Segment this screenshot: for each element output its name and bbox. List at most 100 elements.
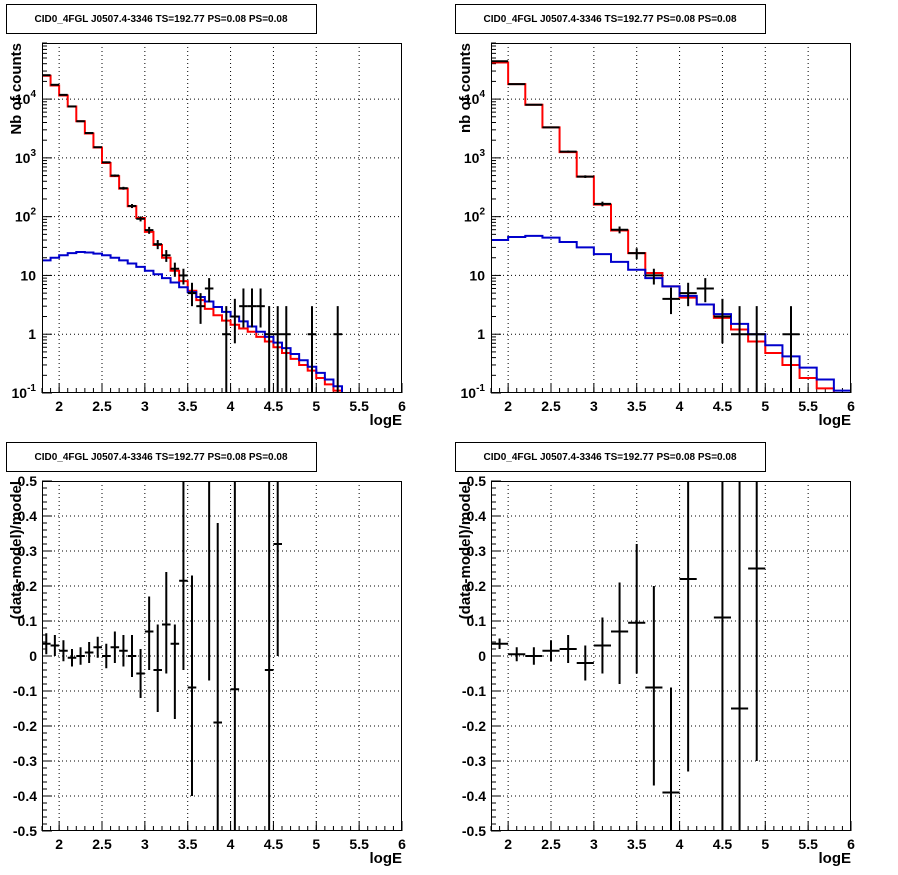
x-tick-label: 5.5 bbox=[349, 398, 369, 414]
data-point bbox=[102, 643, 111, 669]
y-tick-label: 0.2 bbox=[18, 578, 38, 594]
x-tick-label: 4.5 bbox=[713, 836, 733, 852]
data-point bbox=[67, 105, 77, 108]
data-point bbox=[731, 481, 749, 831]
chart-title: CID0_4FGL J0507.4-3346 TS=192.77 PS=0.08… bbox=[34, 14, 287, 25]
y-tick-label: 0.4 bbox=[18, 508, 38, 524]
data-point bbox=[576, 175, 594, 178]
y-tick-label: 1 bbox=[28, 326, 36, 342]
data-point bbox=[679, 481, 697, 772]
x-axis-label: logE bbox=[819, 850, 852, 867]
plot-frame bbox=[491, 43, 851, 393]
data-point bbox=[50, 635, 60, 656]
y-tick-label: 0.3 bbox=[467, 543, 487, 559]
component-histogram-blue bbox=[491, 234, 851, 392]
x-tick-label: 2.5 bbox=[92, 398, 112, 414]
chart-title: CID0_4FGL J0507.4-3346 TS=192.77 PS=0.08… bbox=[483, 452, 736, 463]
y-tick-label: 10 bbox=[469, 267, 485, 283]
y-tick-label: 102 bbox=[464, 207, 486, 225]
y-axis-label: nb of counts bbox=[457, 43, 474, 133]
y-tick-label: 0.4 bbox=[467, 508, 487, 524]
data-point bbox=[93, 636, 102, 658]
y-tick-label: 103 bbox=[464, 148, 486, 166]
y-tick-label: 0.2 bbox=[467, 578, 487, 594]
data-point bbox=[748, 481, 766, 761]
x-tick-label: 2 bbox=[55, 836, 63, 852]
y-tick-label: 0 bbox=[29, 648, 37, 664]
chart-svg: CID0_4FGL J0507.4-3346 TS=192.77 PS=0.08… bbox=[6, 4, 406, 429]
y-tick-label: -0.2 bbox=[13, 718, 37, 734]
x-tick-label: 2.5 bbox=[541, 398, 561, 414]
title-frame bbox=[455, 4, 766, 34]
data-point bbox=[127, 635, 137, 677]
data-point bbox=[696, 278, 714, 303]
data-point bbox=[50, 83, 60, 86]
data-point bbox=[713, 481, 731, 831]
x-tick-label: 3 bbox=[590, 398, 598, 414]
data-point bbox=[662, 287, 680, 315]
data-point bbox=[59, 640, 68, 662]
data-point bbox=[110, 174, 120, 177]
chart-title-box: CID0_4FGL J0507.4-3346 TS=192.77 PS=0.08… bbox=[455, 442, 766, 472]
model-histogram-red bbox=[491, 61, 851, 393]
data-layer bbox=[491, 60, 851, 393]
x-tick-label: 3 bbox=[590, 836, 598, 852]
chart-title: CID0_4FGL J0507.4-3346 TS=192.77 PS=0.08… bbox=[483, 14, 736, 25]
title-frame bbox=[455, 442, 766, 472]
y-tick-label: 0.5 bbox=[18, 473, 38, 489]
data-point bbox=[144, 596, 154, 670]
grid bbox=[42, 43, 402, 393]
data-point bbox=[239, 288, 248, 328]
grid bbox=[491, 43, 851, 393]
panel-top-left: CID0_4FGL J0507.4-3346 TS=192.77 PS=0.08… bbox=[0, 0, 449, 437]
plot-frame bbox=[42, 481, 402, 831]
x-axis-label: logE bbox=[370, 412, 403, 429]
data-point bbox=[102, 161, 111, 164]
x-tick-label: 2 bbox=[504, 398, 512, 414]
data-point bbox=[576, 645, 594, 681]
data-point bbox=[230, 481, 240, 831]
data-point bbox=[144, 226, 154, 234]
x-tick-label: 4 bbox=[676, 836, 684, 852]
y-axis-label: Nb of counts bbox=[8, 43, 25, 135]
x-tick-label: 3 bbox=[141, 398, 149, 414]
data-point bbox=[196, 293, 205, 324]
data-layer bbox=[491, 481, 766, 831]
x-tick-label: 3.5 bbox=[627, 836, 647, 852]
data-point bbox=[645, 268, 663, 285]
data-point bbox=[748, 306, 766, 393]
x-tick-label: 5 bbox=[761, 398, 769, 414]
x-tick-label: 4 bbox=[227, 836, 235, 852]
y-tick-label: -0.3 bbox=[13, 753, 37, 769]
chart-svg: CID0_4FGL J0507.4-3346 TS=192.77 PS=0.08… bbox=[6, 442, 406, 867]
y-tick-label: 102 bbox=[15, 207, 37, 225]
data-point bbox=[153, 624, 162, 712]
axis-ticks: 2 2.5 3 3.5 4 4.5 5 5.5 6 -0.5 -0.4 -0.3 -0.2 -0.1 0 0.… bbox=[13, 473, 406, 852]
data-point bbox=[611, 226, 629, 234]
data-point bbox=[119, 186, 128, 190]
x-tick-label: 4 bbox=[227, 398, 235, 414]
chart-title: CID0_4FGL J0507.4-3346 TS=192.77 PS=0.08… bbox=[34, 452, 287, 463]
data-point bbox=[179, 481, 188, 670]
x-tick-label: 2 bbox=[504, 836, 512, 852]
data-layer bbox=[42, 74, 402, 393]
data-point bbox=[84, 131, 94, 134]
y-axis-label: (data-model)/model bbox=[8, 481, 25, 619]
axis-ticks: 2 2.5 3 3.5 4 4.5 5 5.5 6 10-1 1 10 102 103 104 bbox=[461, 42, 855, 414]
panel-bottom-left: CID0_4FGL J0507.4-3346 TS=192.77 PS=0.08… bbox=[0, 438, 449, 875]
data-point bbox=[628, 544, 646, 674]
data-point bbox=[264, 481, 274, 831]
data-point bbox=[230, 298, 240, 344]
data-point bbox=[782, 306, 800, 393]
data-point bbox=[508, 647, 526, 662]
data-point bbox=[247, 288, 257, 328]
data-point bbox=[273, 306, 282, 393]
x-tick-label: 2.5 bbox=[541, 836, 561, 852]
axis-ticks: 2 2.5 3 3.5 4 4.5 5 5.5 6 10-1 1 10 102 103 104 bbox=[12, 42, 406, 414]
y-tick-label: 0.1 bbox=[467, 613, 487, 629]
y-tick-label: 104 bbox=[464, 89, 486, 107]
y-tick-label: -0.4 bbox=[13, 788, 37, 804]
y-tick-label: 10 bbox=[20, 267, 36, 283]
data-point bbox=[333, 306, 342, 393]
x-tick-label: 6 bbox=[847, 398, 855, 414]
